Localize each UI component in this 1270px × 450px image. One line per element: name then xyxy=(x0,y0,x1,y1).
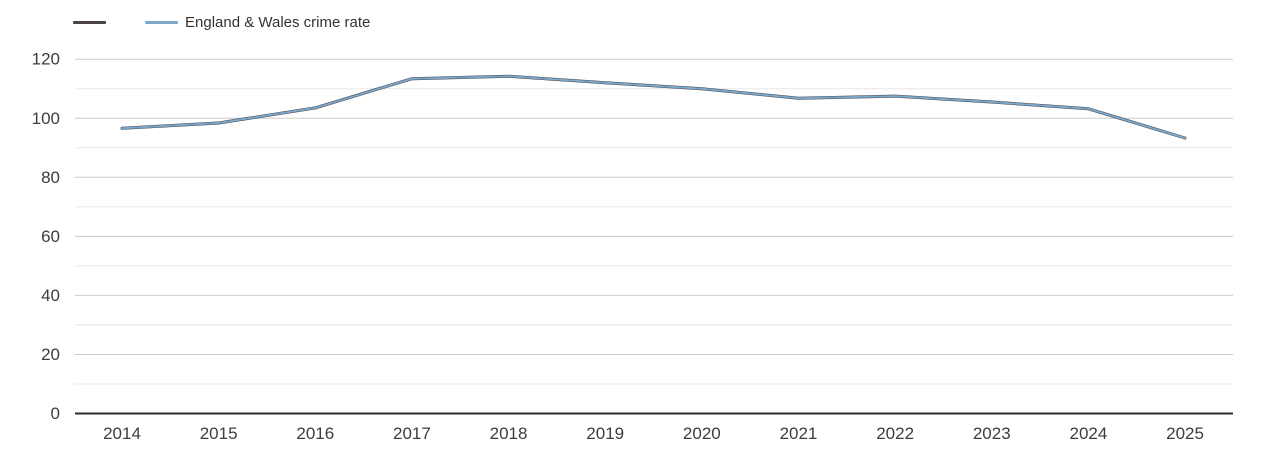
x-axis-label-2019: 2019 xyxy=(586,424,624,443)
chart-legend: England & Wales crime rate xyxy=(73,14,370,31)
x-axis-label-2024: 2024 xyxy=(1069,424,1107,443)
x-axis-label-2025: 2025 xyxy=(1166,424,1204,443)
region-line-swatch xyxy=(73,21,106,24)
x-axis-label-2022: 2022 xyxy=(876,424,914,443)
x-axis-label-2017: 2017 xyxy=(393,424,431,443)
y-axis-label-60: 60 xyxy=(41,227,60,246)
x-axis-label-2015: 2015 xyxy=(200,424,238,443)
legend-item-england-wales[interactable]: England & Wales crime rate xyxy=(145,14,370,31)
england-wales-crime-rate-line xyxy=(121,75,1186,139)
y-axis-label-20: 20 xyxy=(41,345,60,364)
x-axis-label-2018: 2018 xyxy=(490,424,528,443)
x-axis-label-2020: 2020 xyxy=(683,424,721,443)
legend-item-region[interactable] xyxy=(73,21,113,24)
x-axis-label-2016: 2016 xyxy=(296,424,334,443)
england-wales-line-swatch xyxy=(145,21,178,24)
y-axis-label-40: 40 xyxy=(41,286,60,305)
x-axis-label-2023: 2023 xyxy=(973,424,1011,443)
y-axis-label-120: 120 xyxy=(32,50,60,69)
x-axis-label-2014: 2014 xyxy=(103,424,141,443)
y-axis-label-80: 80 xyxy=(41,168,60,187)
legend-label-england-wales: England & Wales crime rate xyxy=(185,14,371,31)
y-axis-label-0: 0 xyxy=(51,404,60,423)
x-axis-label-2021: 2021 xyxy=(780,424,818,443)
y-axis-label-100: 100 xyxy=(32,109,60,128)
